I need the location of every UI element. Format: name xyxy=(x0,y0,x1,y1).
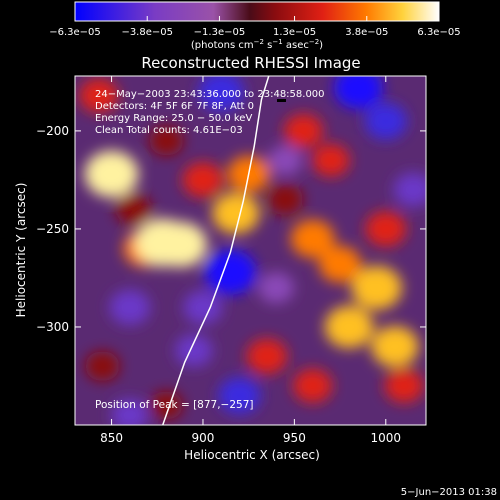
plot-frame xyxy=(74,75,427,426)
heatmap-blob-16 xyxy=(371,326,419,368)
x-tick-label: 1000 xyxy=(371,431,402,445)
heatmap-blob-15 xyxy=(351,265,402,310)
colorbar-tick-label: 3.8e−05 xyxy=(345,27,388,38)
info-line-0: 24−May−2003 23:43:36.000 to 23:48:58.000 xyxy=(95,89,325,100)
heatmap-blob-0 xyxy=(84,150,139,198)
heatmap-blob-23 xyxy=(267,183,304,216)
heatmap-blob-22 xyxy=(150,391,183,420)
heatmap-image xyxy=(75,76,426,425)
colorbar-tick-label: −3.8e−05 xyxy=(121,27,173,38)
colorbar-tick-label: −6.3e−05 xyxy=(49,27,101,38)
colorbar xyxy=(74,1,440,22)
solar-limb-line xyxy=(162,76,270,425)
chart-title: Reconstructed RHESSI Image xyxy=(141,54,360,72)
heatmap-blob-1 xyxy=(79,78,119,113)
heatmap-blob-10 xyxy=(283,113,324,148)
heatmap-blob-8 xyxy=(212,192,260,234)
y-axis-ticks: −200 −250 −300 xyxy=(36,124,426,334)
heatmap-blob-20 xyxy=(312,144,350,177)
heatmap-blob-4 xyxy=(182,162,224,198)
heatmap-blob-30 xyxy=(218,377,261,414)
heatmap-blob-6 xyxy=(155,222,208,268)
info-line-1: Detectors: 4F 5F 6F 7F 8F, Att 0 xyxy=(95,101,254,112)
heatmap-blob-2 xyxy=(115,193,152,225)
heatmap-blob-17 xyxy=(365,211,407,247)
heatmap-blob-25 xyxy=(333,76,383,109)
heatmap-blob-11 xyxy=(290,219,335,258)
heatmap-blob-29 xyxy=(183,290,223,325)
colorbar-tick-label: 1.3e−05 xyxy=(273,27,316,38)
heatmap-blob-12 xyxy=(246,338,288,375)
info-line-3: Clean Total counts: 4.61E−03 xyxy=(95,125,243,136)
heatmap-blob-34 xyxy=(393,172,426,207)
heatmap-blob-32 xyxy=(258,272,295,304)
footer-timestamp: 5−Jun−2013 01:38 xyxy=(401,487,497,498)
x-axis-label: Heliocentric X (arcsec) xyxy=(184,448,320,462)
colorbar-ticks: −6.3e−05 −3.8e−05 −1.3e−05 1.3e−05 3.8e−05 6.… xyxy=(49,16,461,38)
heatmap-blob-27 xyxy=(204,249,257,295)
colorbar-tick-label: 6.3e−05 xyxy=(417,27,460,38)
heatmap-blob-24 xyxy=(198,76,245,112)
heatmap-blob-13 xyxy=(293,368,333,403)
heatmap-blob-31 xyxy=(111,398,149,425)
x-axis-ticks: 850 900 950 1000 xyxy=(100,76,401,445)
heatmap-blob-33 xyxy=(268,145,303,176)
info-line-2: Energy Range: 25.0 − 50.0 keV xyxy=(95,113,252,124)
heatmap-blob-35 xyxy=(175,334,213,367)
colorbar-tick-label: −1.3e−05 xyxy=(194,27,246,38)
heatmap-blob-7 xyxy=(149,125,184,156)
x-tick-label: 950 xyxy=(283,431,306,445)
attenuator-marker xyxy=(277,99,286,102)
x-tick-label: 900 xyxy=(192,431,215,445)
y-tick-label: −250 xyxy=(36,222,69,236)
y-tick-label: −300 xyxy=(36,320,69,334)
y-tick-label: −200 xyxy=(36,124,69,138)
heatmap-blob-19 xyxy=(384,368,424,403)
observation-info: 24−May−2003 23:43:36.000 to 23:48:58.000… xyxy=(95,89,325,136)
heatmap-blob-21 xyxy=(85,351,120,382)
y-axis-label: Heliocentric Y (arcsec) xyxy=(14,183,28,318)
heatmap-blob-18 xyxy=(318,245,362,283)
heatmap-blob-14 xyxy=(324,305,374,349)
heatmap-blob-26 xyxy=(364,102,407,140)
x-tick-label: 850 xyxy=(100,431,123,445)
peak-position-label: Position of Peak = [877,−257] xyxy=(95,399,254,411)
heatmap-blob-28 xyxy=(109,289,151,326)
colorbar-units: (photons cm−2 s−1 asec−2) xyxy=(191,38,323,51)
